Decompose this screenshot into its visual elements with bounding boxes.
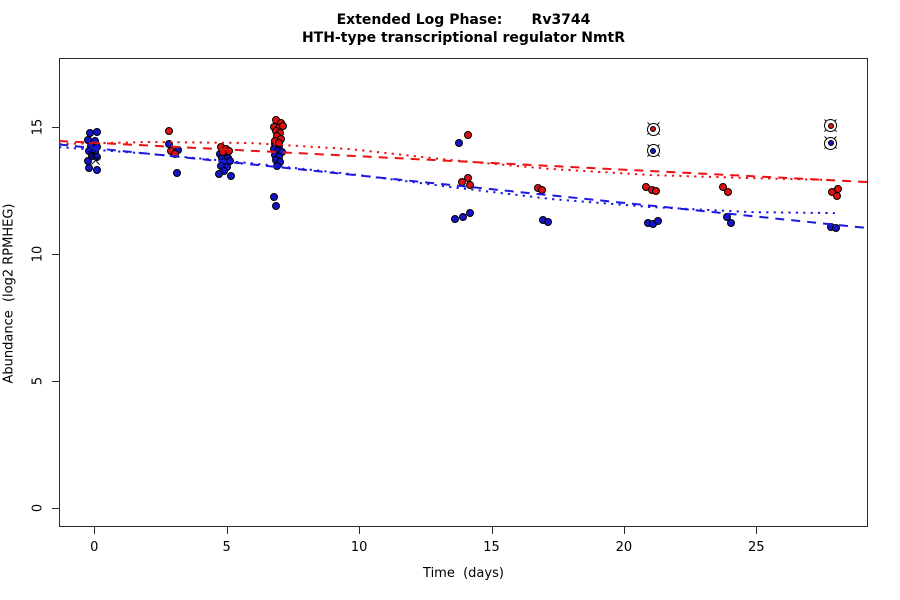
data-point-blue: [458, 212, 467, 221]
x-tick: [226, 527, 228, 534]
data-point-blue: [270, 193, 279, 202]
data-point-red: [164, 127, 173, 136]
data-point-red: [723, 188, 732, 197]
data-point-red: [833, 192, 842, 201]
data-point-blue: [271, 201, 280, 210]
x-tick: [623, 527, 625, 534]
data-point-blue: [827, 139, 835, 147]
plot-title: Extended Log Phase: Rv3744: [336, 12, 591, 28]
plot-area-box: [59, 58, 868, 527]
x-tick: [359, 527, 361, 534]
y-axis-label: Abundance (log2 RPMHEG): [1, 203, 17, 384]
data-point-blue: [450, 214, 459, 223]
data-point-blue: [92, 165, 101, 174]
data-point-blue: [215, 169, 224, 178]
data-point-blue: [454, 139, 463, 147]
y-tick: [52, 381, 59, 382]
data-point-blue: [649, 147, 657, 155]
y-tick: [52, 508, 59, 509]
red-dashed-fit-line: [59, 140, 869, 184]
data-point-red: [827, 122, 835, 130]
x-tick-label: 25: [748, 540, 765, 555]
y-tick-label: 0: [30, 503, 46, 513]
x-axis-label: Time (days): [423, 566, 504, 581]
data-point-red: [274, 139, 283, 147]
x-tick-label: 5: [222, 540, 231, 555]
y-tick: [52, 254, 59, 255]
data-point-blue: [832, 224, 840, 233]
red-dotted-fit-line: [59, 140, 835, 182]
data-point-blue: [85, 163, 93, 172]
y-tick-label: 15: [30, 118, 46, 136]
data-point-blue: [465, 209, 474, 218]
data-point-blue: [92, 128, 101, 137]
data-point-blue: [654, 216, 663, 225]
x-tick-label: 20: [615, 540, 633, 555]
data-point-red: [718, 182, 727, 191]
x-tick: [94, 527, 96, 534]
blue-dotted-fit-line: [59, 146, 835, 215]
y-tick: [52, 127, 59, 128]
x-tick: [491, 527, 493, 534]
data-point-blue: [543, 217, 552, 226]
data-point-red: [651, 187, 660, 195]
x-tick-label: 10: [350, 540, 368, 555]
data-point-red: [649, 125, 657, 133]
data-point-blue: [226, 172, 235, 181]
x-tick: [756, 527, 758, 534]
x-tick-label: 0: [90, 540, 99, 555]
plot-subtitle: HTH-type transcriptional regulator NmtR: [301, 30, 626, 46]
data-point-red: [465, 180, 474, 189]
x-tick-label: 15: [483, 540, 500, 555]
data-point-blue: [172, 168, 181, 177]
data-point-red: [224, 146, 233, 155]
blue-dashed-fit-line: [58, 143, 869, 230]
data-point-red: [463, 130, 472, 139]
y-tick-label: 5: [30, 376, 46, 386]
y-tick-label: 10: [30, 245, 46, 263]
data-point-blue: [726, 219, 735, 227]
